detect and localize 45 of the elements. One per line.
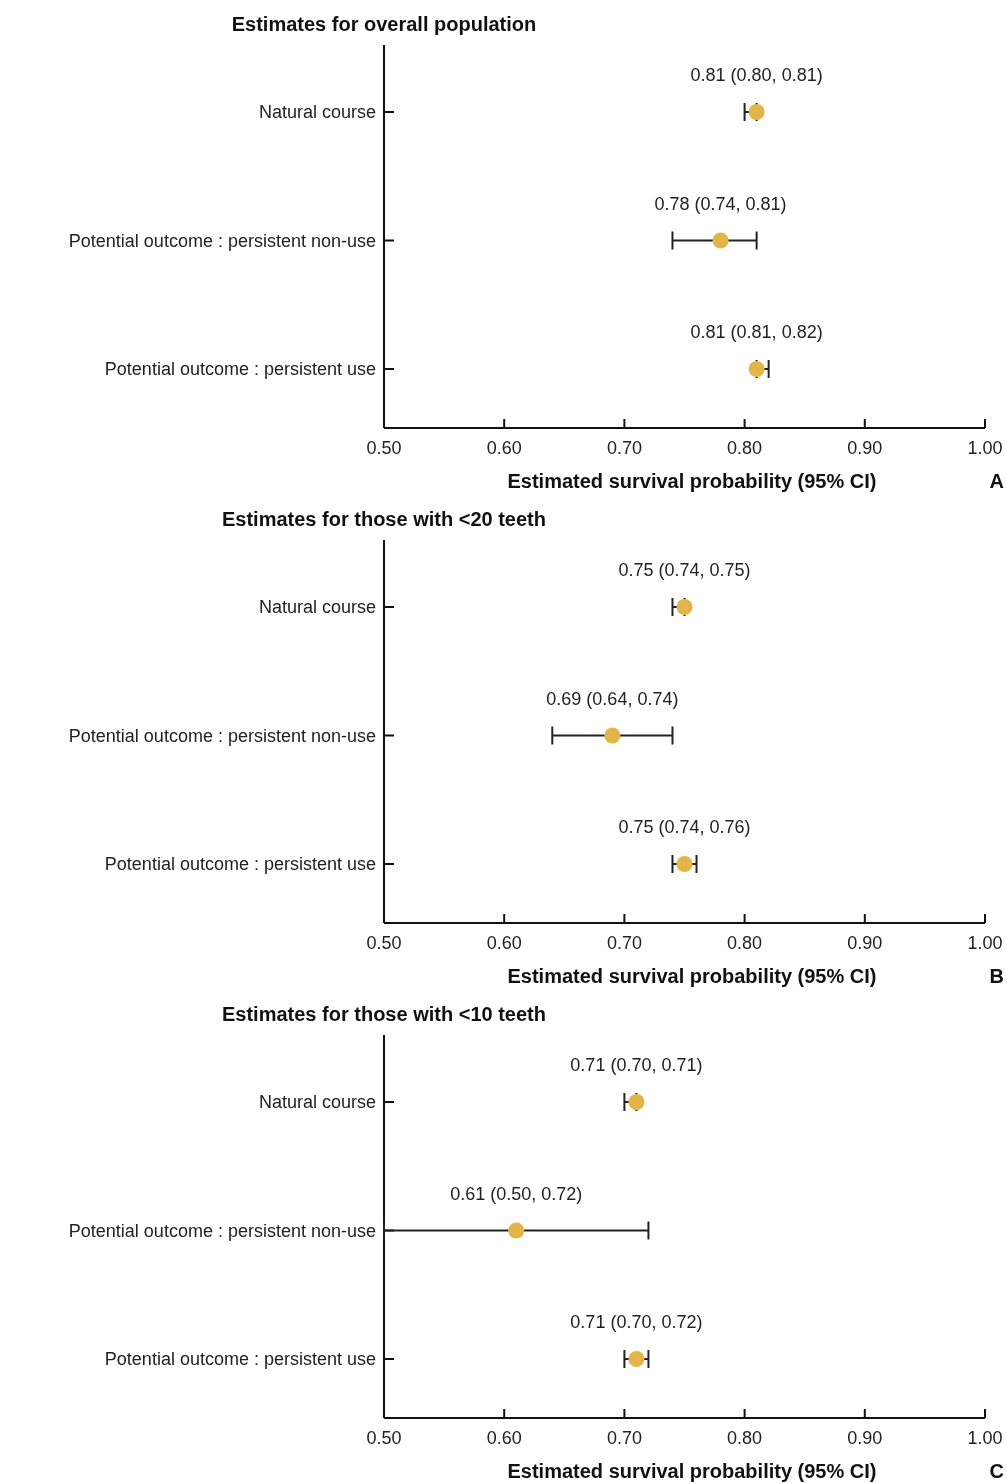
x-axis-title: Estimated survival probability (95% CI)	[507, 1460, 877, 1482]
y-tick-label: Potential outcome : persistent non-use	[68, 725, 376, 746]
data-label: 0.71 (0.70, 0.72)	[570, 1312, 703, 1332]
text: B	[989, 965, 1004, 987]
data-label: 0.81 (0.81, 0.82)	[690, 322, 823, 342]
y-tick-label: Potential outcome : persistent use	[104, 854, 376, 874]
x-tick-label: 0.50	[366, 933, 402, 953]
x-tick-label: 1.00	[967, 1428, 1003, 1448]
x-tick-label: 0.50	[366, 1428, 402, 1448]
x-axis-title: Estimated survival probability (95% CI)	[507, 965, 877, 987]
y-tick-label: Natural course	[258, 102, 376, 122]
x-tick-label: 0.60	[486, 438, 522, 458]
x-tick-label: 1.00	[967, 438, 1003, 458]
text: C	[989, 1460, 1004, 1482]
y-tick-label: Potential outcome : persistent non-use	[68, 230, 376, 251]
data-label: 0.71 (0.70, 0.71)	[570, 1055, 703, 1075]
y-tick-label: Potential outcome : persistent use	[104, 1349, 376, 1369]
y-tick-label: Natural course	[258, 597, 376, 617]
data-label: 0.75 (0.74, 0.75)	[618, 560, 751, 580]
x-tick-label: 0.50	[366, 438, 402, 458]
x-tick-label: 0.80	[727, 933, 763, 953]
text: A	[989, 470, 1004, 492]
data-label: 0.69 (0.64, 0.74)	[546, 688, 679, 709]
data-label: 0.81 (0.80, 0.81)	[690, 65, 823, 85]
x-tick-label: 0.90	[847, 933, 883, 953]
x-tick-label: 0.70	[606, 1428, 642, 1448]
chart-title: Estimates for those with <10 teeth	[222, 1003, 546, 1025]
x-tick-label: 0.70	[606, 438, 642, 458]
chart-title: Estimates for overall population	[231, 13, 537, 35]
x-tick-label: 0.90	[847, 438, 883, 458]
x-tick-label: 0.80	[727, 1428, 763, 1448]
y-tick-label: Natural course	[258, 1092, 376, 1112]
x-axis-title: Estimated survival probability (95% CI)	[507, 470, 877, 492]
data-label: 0.75 (0.74, 0.76)	[618, 817, 751, 837]
x-tick-label: 0.60	[486, 933, 522, 953]
x-tick-label: 0.70	[606, 933, 642, 953]
data-label: 0.61 (0.50, 0.72)	[450, 1183, 583, 1204]
x-tick-label: 0.90	[847, 1428, 883, 1448]
data-label: 0.78 (0.74, 0.81)	[654, 193, 787, 214]
y-tick-label: Potential outcome : persistent non-use	[68, 1220, 376, 1241]
x-tick-label: 1.00	[967, 933, 1003, 953]
chart-title: Estimates for those with <20 teeth	[222, 508, 546, 530]
y-tick-label: Potential outcome : persistent use	[104, 359, 376, 379]
x-tick-label: 0.80	[727, 438, 763, 458]
x-tick-label: 0.60	[486, 1428, 522, 1448]
